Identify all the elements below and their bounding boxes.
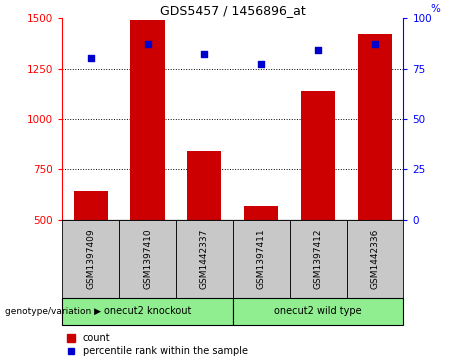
Text: onecut2 wild type: onecut2 wild type: [274, 306, 362, 316]
Bar: [244, 205, 278, 321]
Point: [258, 62, 265, 68]
Text: GSM1442337: GSM1442337: [200, 228, 209, 289]
Text: GSM1397412: GSM1397412: [313, 228, 323, 289]
Bar: [74, 191, 108, 321]
Text: GSM1397411: GSM1397411: [257, 228, 266, 289]
Text: GSM1442336: GSM1442336: [371, 228, 379, 289]
Text: onecut2 knockout: onecut2 knockout: [104, 306, 191, 316]
Point: [87, 56, 95, 61]
Point: [314, 48, 322, 53]
Text: %: %: [431, 4, 441, 14]
Point: [201, 52, 208, 57]
Bar: [176, 220, 233, 298]
Point: [144, 41, 151, 47]
Bar: [347, 220, 403, 298]
Title: GDS5457 / 1456896_at: GDS5457 / 1456896_at: [160, 4, 306, 17]
Text: genotype/variation ▶: genotype/variation ▶: [5, 307, 100, 316]
Bar: [290, 220, 347, 298]
Bar: [187, 151, 221, 321]
Bar: [233, 298, 403, 325]
Bar: [233, 220, 290, 298]
Point: [371, 41, 378, 47]
Bar: [119, 220, 176, 298]
Text: GSM1397410: GSM1397410: [143, 228, 152, 289]
Bar: [130, 20, 165, 321]
Bar: [301, 91, 335, 321]
Text: GSM1397409: GSM1397409: [86, 228, 95, 289]
Legend: count, percentile rank within the sample: count, percentile rank within the sample: [67, 333, 248, 356]
Bar: [358, 34, 392, 321]
Bar: [62, 298, 233, 325]
Bar: [62, 220, 119, 298]
